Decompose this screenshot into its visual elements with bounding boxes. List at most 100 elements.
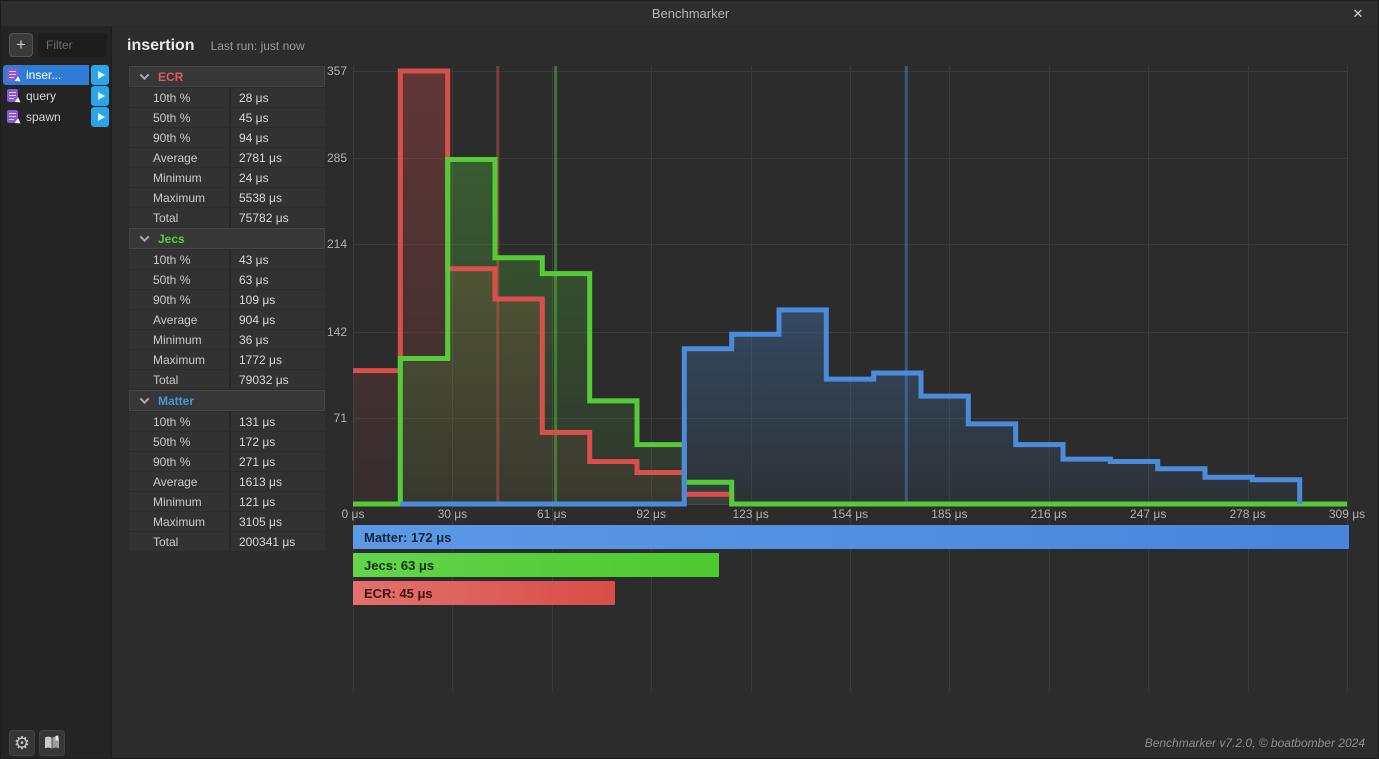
benchmark-item-main[interactable]: spawn <box>3 107 89 127</box>
settings-button[interactable]: ⚙ <box>9 730 35 756</box>
stat-value: 3105 μs <box>229 512 325 531</box>
stats-section-name: ECR <box>158 69 184 84</box>
stat-value: 1772 μs <box>229 350 325 369</box>
x-axis-tick-label: 247 μs <box>1130 507 1167 521</box>
histogram-svg <box>353 66 1347 507</box>
stat-label: 50th % <box>153 110 191 125</box>
vertical-gridline <box>1247 66 1249 691</box>
stat-row: Minimum 36 μs <box>129 330 325 349</box>
chevron-down-icon <box>139 232 150 243</box>
stat-row: Total 79032 μs <box>129 370 325 389</box>
benchmark-item-label: inser... <box>26 68 62 82</box>
stat-value: 172 μs <box>229 432 325 451</box>
stats-section-name: Jecs <box>158 231 185 246</box>
filter-input[interactable] <box>38 33 107 57</box>
stat-row: Minimum 121 μs <box>129 492 325 511</box>
stat-row: 10th % 28 μs <box>129 88 325 107</box>
horizontal-gridline <box>353 71 1347 72</box>
stat-row: 90th % 271 μs <box>129 452 325 471</box>
benchmark-item-label: spawn <box>26 110 61 124</box>
sidebar-item-inser[interactable]: inser... <box>3 65 109 85</box>
sidebar-item-spawn[interactable]: spawn <box>3 107 109 127</box>
chevron-down-icon <box>139 394 150 405</box>
legend-bar-matter: Matter: 172 μs <box>353 525 1349 549</box>
x-axis-line <box>353 504 1347 505</box>
run-benchmark-button[interactable] <box>91 107 109 127</box>
stat-value: 271 μs <box>229 452 325 471</box>
title-bar: Benchmarker ✕ <box>1 1 1378 27</box>
play-icon <box>97 92 105 100</box>
vertical-gridline <box>651 66 653 691</box>
horizontal-gridline <box>353 158 1347 160</box>
docs-button[interactable] <box>39 730 65 756</box>
stat-row: 50th % 63 μs <box>129 270 325 289</box>
stat-value: 43 μs <box>229 250 325 269</box>
vertical-gridline <box>1347 66 1348 691</box>
benchmark-item-main[interactable]: inser... <box>3 65 89 85</box>
stat-row: 10th % 131 μs <box>129 412 325 431</box>
stat-label: Total <box>153 210 179 225</box>
stat-label: 50th % <box>153 272 191 287</box>
chevron-down-icon <box>139 70 150 81</box>
stat-label: 50th % <box>153 434 191 449</box>
stat-label: Total <box>153 534 179 549</box>
matter-histogram-line <box>400 307 1303 507</box>
stat-value: 121 μs <box>229 492 325 511</box>
matter-histogram-fill <box>400 309 1300 504</box>
stat-value: 79032 μs <box>229 370 325 389</box>
vertical-gridline <box>551 66 553 691</box>
stat-label: Average <box>153 150 198 165</box>
vertical-gridline <box>353 66 354 691</box>
stat-row: Average 904 μs <box>129 310 325 329</box>
run-benchmark-button[interactable] <box>91 65 109 85</box>
stat-label: Minimum <box>153 494 202 509</box>
close-button[interactable]: ✕ <box>1352 6 1364 21</box>
gear-icon: ⚙ <box>13 733 31 753</box>
x-axis-tick-label: 0 μs <box>341 507 365 521</box>
jecs-histogram-fill <box>353 159 1347 504</box>
stat-label: Maximum <box>153 352 206 367</box>
stats-section-header-jecs[interactable]: Jecs <box>129 228 325 249</box>
stat-row: Total 75782 μs <box>129 208 325 227</box>
stats-table: ECR 10th % 28 μs 50th % 45 μs 90th % 94 μs Aver… <box>129 66 325 552</box>
x-axis-tick-label: 309 μs <box>1328 507 1366 521</box>
stats-section-header-matter[interactable]: Matter <box>129 390 325 411</box>
x-axis-tick-label: 278 μs <box>1229 507 1266 521</box>
stat-value: 109 μs <box>229 290 325 309</box>
stat-label: Average <box>153 312 198 327</box>
stat-label: 10th % <box>153 252 191 267</box>
horizontal-gridline <box>353 331 1347 333</box>
stats-section-name: Matter <box>158 393 195 408</box>
benchmark-item-main[interactable]: query <box>3 86 89 106</box>
stat-value: 1613 μs <box>229 472 325 491</box>
run-benchmark-button[interactable] <box>91 86 109 106</box>
stat-value: 904 μs <box>229 310 325 329</box>
play-icon <box>97 113 105 121</box>
benchmark-item-label: query <box>26 89 57 103</box>
sidebar-item-query[interactable]: query <box>3 86 109 106</box>
stat-row: Minimum 24 μs <box>129 168 325 187</box>
benchmark-list: inser... query spawn <box>3 65 109 128</box>
stats-section-header-ecr[interactable]: ECR <box>129 66 325 87</box>
x-axis-tick-label: 92 μs <box>636 507 666 521</box>
add-benchmark-button[interactable]: + <box>9 33 33 57</box>
stat-value: 94 μs <box>229 128 325 147</box>
stat-row: 90th % 94 μs <box>129 128 325 147</box>
x-axis-tick-label: 61 μs <box>536 507 567 521</box>
stat-label: 90th % <box>153 130 191 145</box>
benchmark-script-icon <box>7 88 23 105</box>
vertical-gridline <box>452 66 454 691</box>
x-axis-tick-label: 216 μs <box>1030 507 1067 521</box>
stat-label: Minimum <box>153 170 202 185</box>
stat-value: 36 μs <box>229 330 325 349</box>
last-run-status: Last run: just now <box>210 39 305 53</box>
horizontal-gridline <box>353 244 1347 246</box>
stat-value: 2781 μs <box>229 148 325 167</box>
ecr-histogram-line <box>353 68 735 504</box>
vertical-gridline <box>1048 66 1050 691</box>
legend: Matter: 172 μs Jecs: 63 μs ECR: 45 μs <box>353 525 1349 609</box>
vertical-gridline <box>1148 66 1150 691</box>
benchmark-script-icon <box>7 67 23 84</box>
x-axis-tick-label: 123 μs <box>732 507 769 521</box>
